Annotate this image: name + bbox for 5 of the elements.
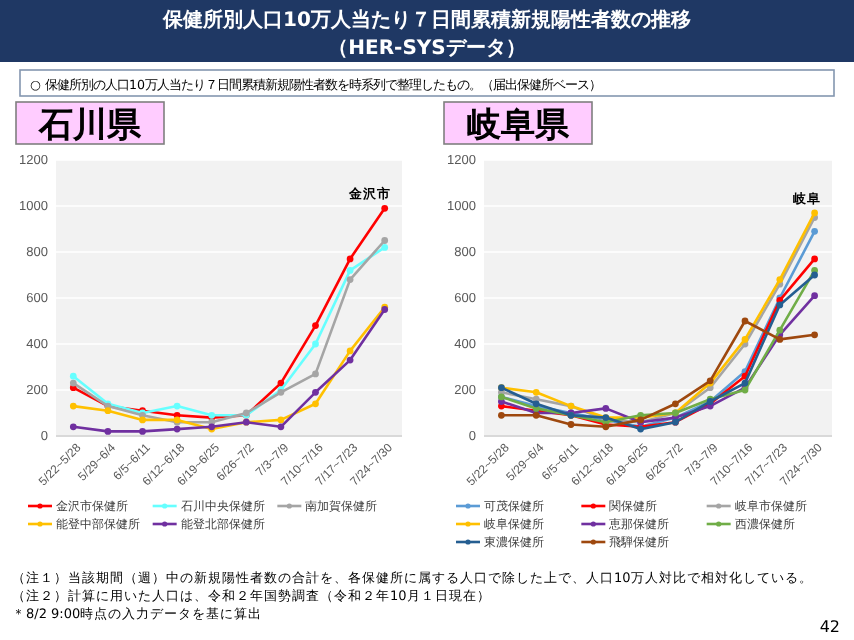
text: 42 <box>819 618 840 636</box>
text: （HER-SYSデータ） <box>328 38 526 60</box>
text: 保健所別人口10万人当たり７日間累積新規陽性者数の推移 <box>161 8 691 32</box>
chart-title: 岐阜県 <box>467 106 571 146</box>
chart-title: 石川県 <box>37 106 143 146</box>
